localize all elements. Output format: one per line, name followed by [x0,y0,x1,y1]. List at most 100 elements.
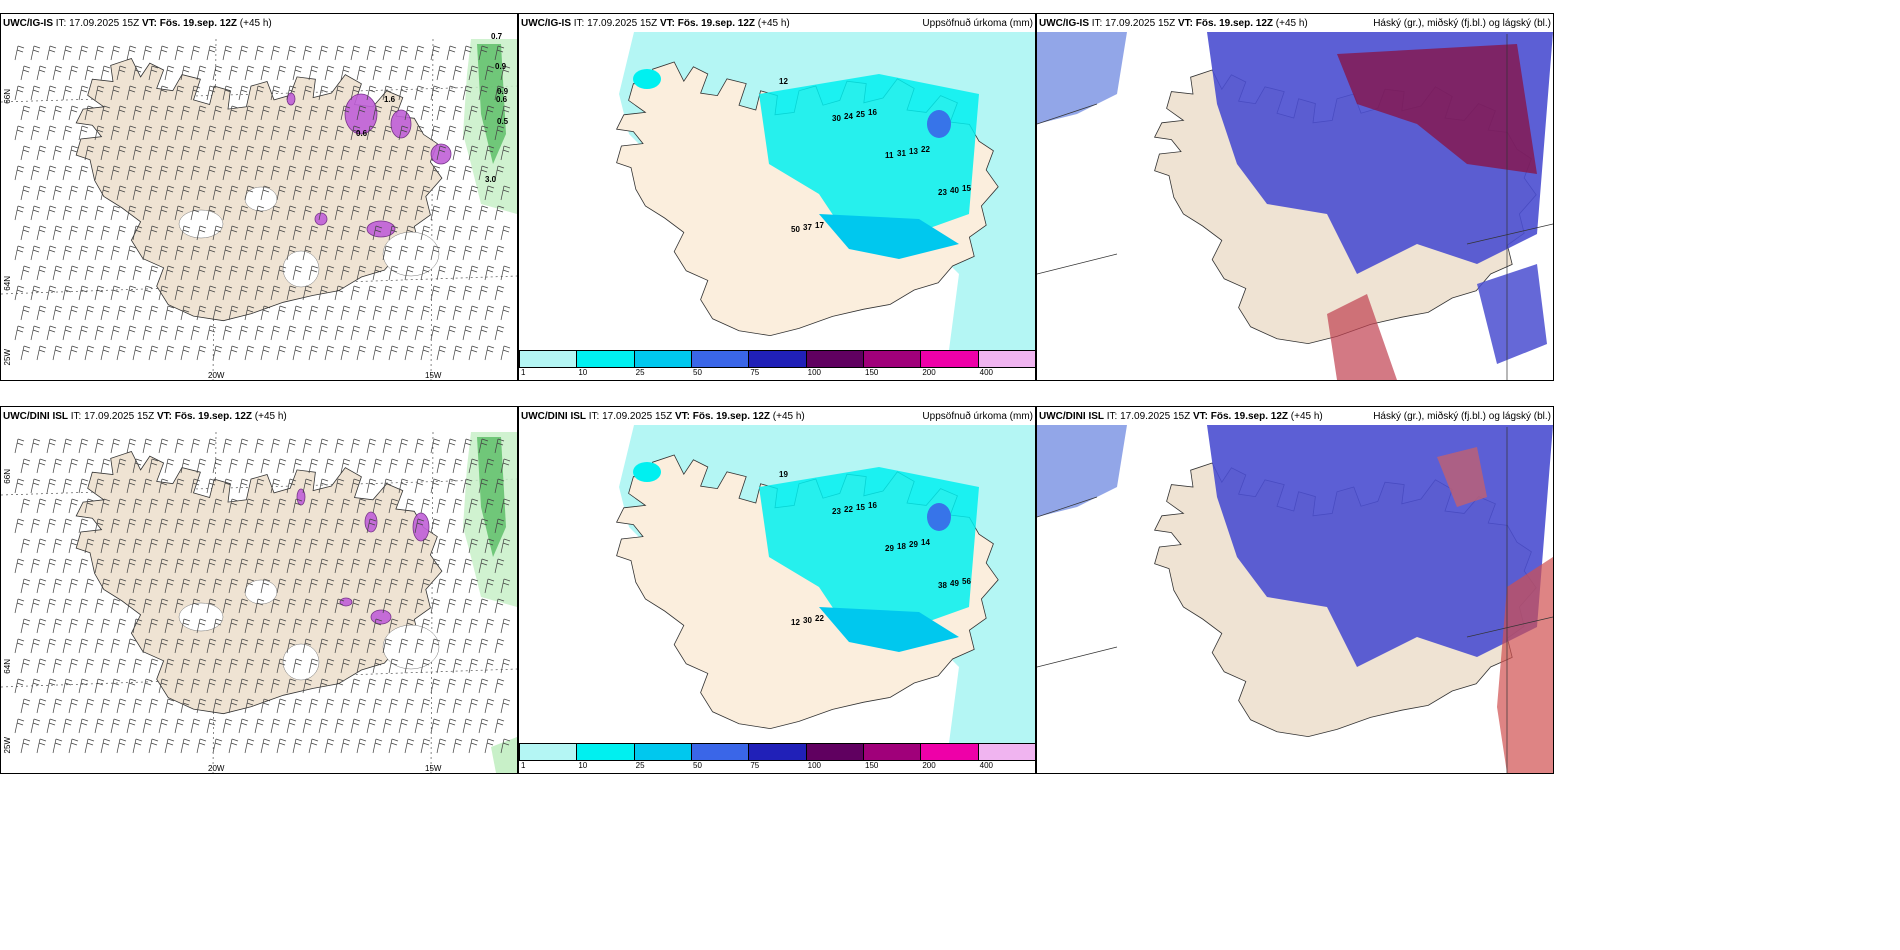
wind-barb [468,225,479,241]
barb-feather [423,698,431,702]
barb-feather [343,698,351,702]
barb-feather [86,229,94,233]
vt-label: VT: [1177,18,1193,29]
wind-barb [340,265,351,281]
wind-barb [308,658,319,674]
barb-feather [33,638,41,642]
wind-barb [142,85,153,101]
barb-feather [279,185,287,189]
precip-value-label: 31 [897,149,906,158]
barb-feather [448,249,456,253]
barb-feather [23,65,31,69]
barb-feather [327,658,335,662]
barb-shaft [452,618,457,634]
wind-barb [126,598,137,614]
wind-barb [366,45,377,61]
barb-feather [465,518,473,522]
barb-feather [256,642,264,646]
barb-feather [326,742,334,746]
barb-feather [135,538,143,542]
barb-feather [256,249,264,253]
wind-barb [238,325,249,341]
barb-feather [336,129,344,133]
barb-shaft [500,458,505,474]
barb-shaft [414,165,419,181]
barb-feather [231,145,239,149]
wind-barb [228,458,239,474]
wind-barb [276,185,287,201]
barb-feather [391,345,399,349]
barb-shaft [254,245,259,261]
barb-feather [247,498,255,502]
barb-feather [406,349,414,353]
barb-feather [480,482,488,486]
wind-barb [334,438,345,454]
barb-shaft [78,438,83,454]
barb-feather [406,309,414,313]
colorbar-tick: 100 [807,368,822,377]
barb-feather [391,698,399,702]
barb-feather [112,522,120,526]
barb-feather [433,325,441,329]
barb-feather [416,329,424,333]
model-label: UWC/DINI ISL [3,411,68,422]
barb-feather [503,658,511,662]
barb-feather [38,502,46,506]
barb-feather [49,598,57,602]
barb-feather [86,349,94,353]
barb-shaft [158,45,163,61]
barb-shaft [286,558,291,574]
precip-value-label: 22 [921,145,930,154]
barb-feather [480,682,488,686]
barb-shaft [116,65,121,81]
barb-feather [246,702,254,706]
barb-feather [406,662,414,666]
wind-barb [212,145,223,161]
wind-barb [452,225,463,241]
barb-feather [465,438,473,442]
barb-shaft [180,698,185,714]
barb-shaft [254,598,259,614]
barb-shaft [196,658,201,674]
barb-feather [112,602,120,606]
barb-feather [113,165,121,169]
barb-feather [391,265,399,269]
wind-barb [254,638,265,654]
wind-barb [14,518,25,534]
barb-feather [273,245,281,249]
barb-feather [342,622,350,626]
wind-barb [222,438,233,454]
barb-feather [263,225,271,229]
barb-feather [375,345,383,349]
barb-feather [368,602,376,606]
barb-feather [230,349,238,353]
wind-barb [302,205,313,221]
barb-feather [455,618,463,622]
wind-barb [116,345,127,361]
barb-feather [464,682,472,686]
barb-feather [199,738,207,742]
wind-barb [142,438,153,454]
barb-feather [497,518,505,522]
barb-shaft [222,245,227,261]
barb-feather [87,738,95,742]
barb-shaft [388,105,393,121]
barb-feather [183,265,191,269]
barb-feather [407,225,415,229]
wind-barb [14,125,25,141]
barb-feather [241,85,249,89]
wind-barb [228,538,239,554]
barb-shaft [212,458,217,474]
barb-feather [86,622,94,626]
barb-shaft [84,185,89,201]
barb-feather [464,289,472,293]
barb-feather [288,442,296,446]
barb-feather [151,145,159,149]
barb-shaft [340,498,345,514]
wind-barb [116,185,127,201]
barb-feather [119,578,127,582]
barb-feather [321,718,329,722]
barb-shaft [340,538,345,554]
barb-feather [193,638,201,642]
barb-feather [305,518,313,522]
